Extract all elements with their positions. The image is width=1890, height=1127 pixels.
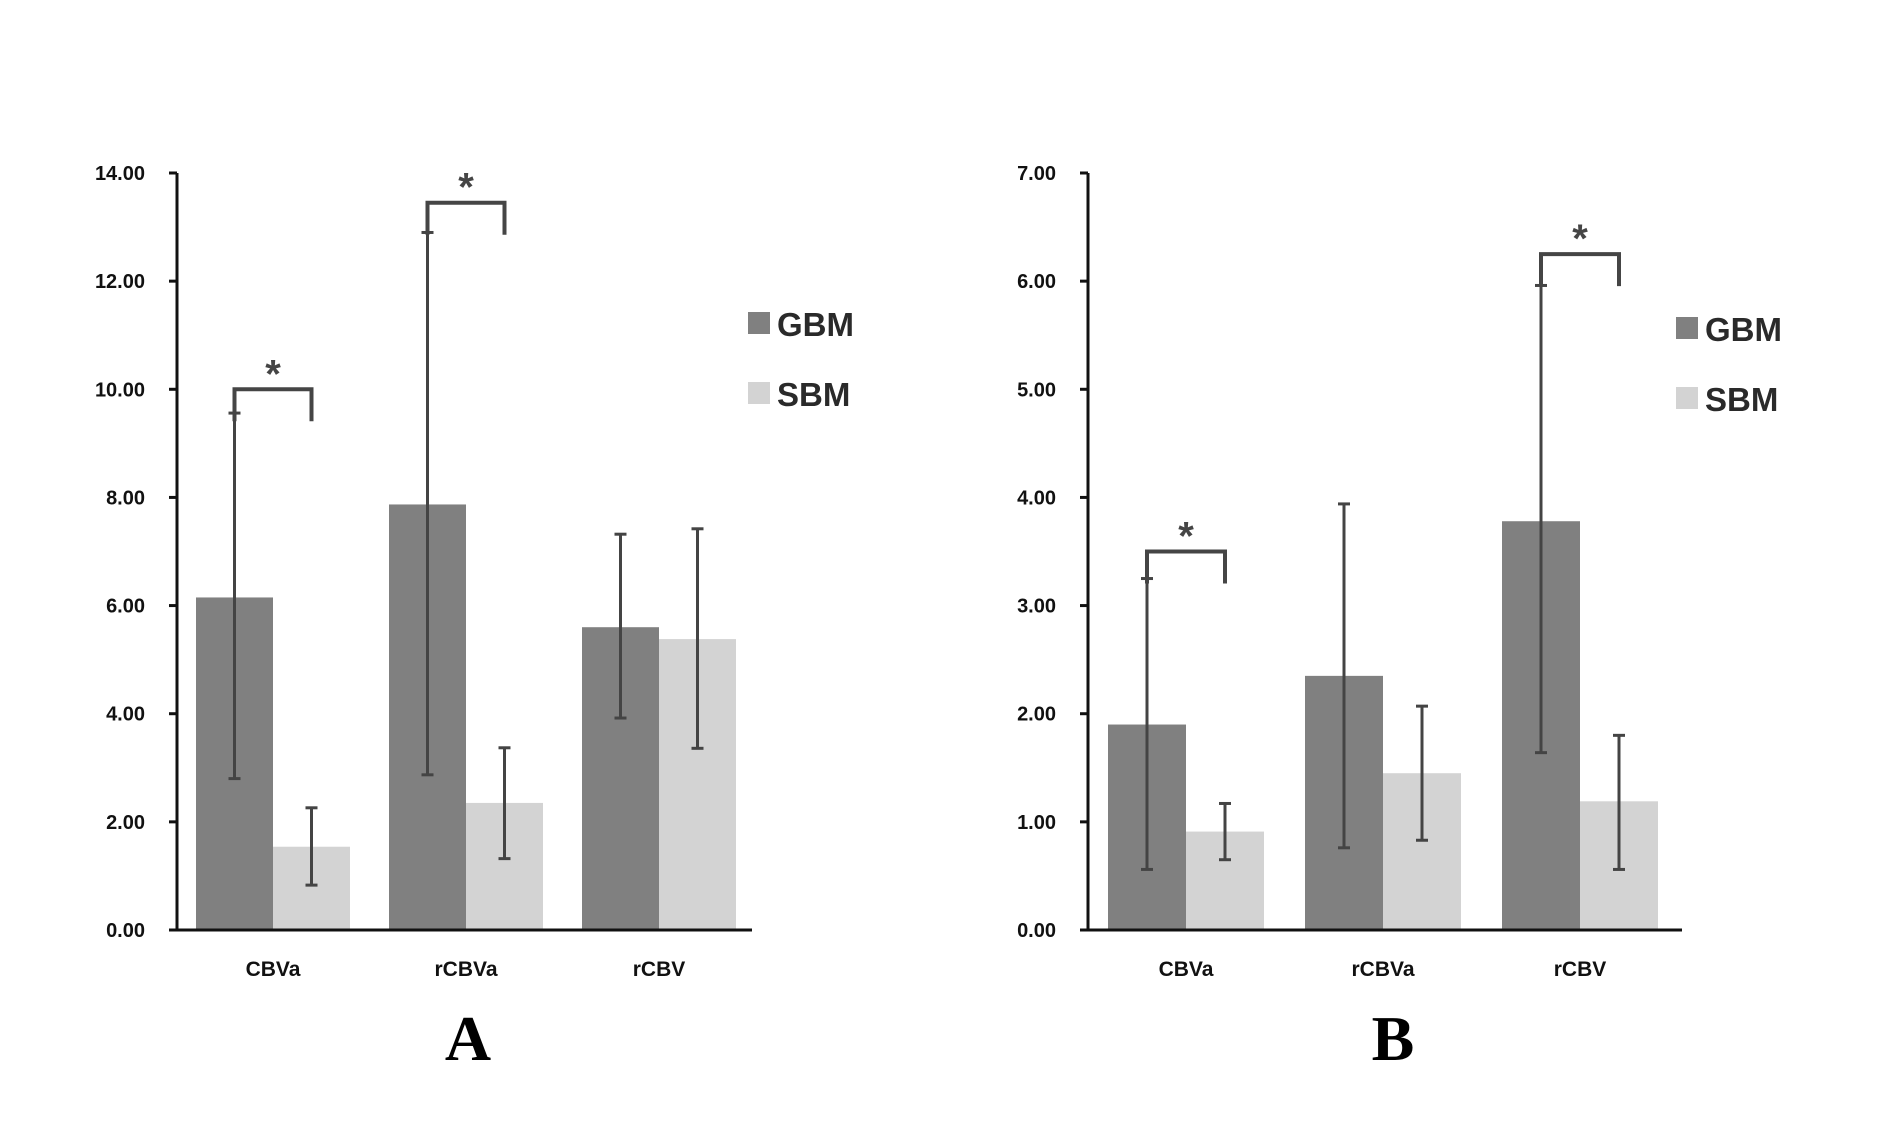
panel-a-y-tick-label: 6.00 [106,596,145,618]
panel-b-legend-item-sbm: SBM [1676,381,1778,418]
panel-a-errorbar-sbm-cbva [305,806,318,887]
panel-b-legend-label-sbm: SBM [1705,381,1778,418]
panel-b-significance-cbva: * [1145,515,1227,584]
panel-a-y-tick-label: 8.00 [106,487,145,509]
panel-b-y-tick-label: 6.00 [1017,271,1056,293]
panel-b-category-label-cbva: CBVa [1159,958,1214,981]
panel-a-significance-bracket [232,387,314,422]
panel-b-significance-star: * [1178,515,1194,559]
panel-b-significance-star: * [1572,217,1588,261]
panel-a-significance-star: * [458,166,474,210]
panel-a-y-tick-label: 14.00 [95,163,145,185]
panel-b-y-tick-label: 4.00 [1017,487,1056,509]
panel-a-legend-label-gbm: GBM [777,306,854,343]
panel-b-legend-swatch-sbm [1676,387,1698,409]
panel-a-significance-star: * [265,352,281,396]
panel-a-legend-swatch-sbm [748,382,770,404]
panel-b-legend-label-gbm: GBM [1705,311,1782,348]
panel-b-category-label-rcbva: rCBVa [1351,958,1414,981]
panel-a-y-tick-label: 4.00 [106,704,145,726]
panel-b-errorbar-sbm-cbva [1219,801,1231,862]
panel-b-significance-bracket [1539,252,1621,287]
panel-a-significance-bracket [425,200,507,235]
panel-b-errorbar-gbm-rcbva [1338,502,1350,850]
panel-a-legend-swatch-gbm [748,312,770,334]
panel-a: 0.00 2.00 4.00 6.00 8.00 10.00 12.00 14.00 CBVa r… [95,163,854,1074]
panel-a-label: A [445,1003,491,1074]
panel-b-errorbar-sbm-rcbva [1416,704,1428,842]
panel-a-category-label-cbva: CBVa [246,958,301,981]
panel-a-errorbar-sbm-rcbv [691,527,704,750]
panel-b-category-label-rcbv: rCBV [1554,958,1607,981]
panel-a-category-label-rcbv: rCBV [633,958,686,981]
panel-b: 0.00 1.00 2.00 3.00 4.00 5.00 6.00 7.00 CBVa rCBV… [1017,163,1782,1074]
panel-a-category-label-rcbva: rCBVa [434,958,497,981]
panel-b-errorbar-sbm-rcbv [1613,733,1625,871]
panel-b-label: B [1372,1003,1415,1074]
panel-a-errorbar-sbm-rcbva [498,746,511,861]
panel-b-y-tick-label: 3.00 [1017,596,1056,618]
panel-a-legend-item-gbm: GBM [748,306,854,343]
panel-b-y-tick-label: 2.00 [1017,704,1056,726]
panel-b-legend-item-gbm: GBM [1676,311,1782,348]
panel-b-y-tick-label: 1.00 [1017,812,1056,834]
panel-a-significance-rcbva: * [425,166,507,235]
panel-b-y-tick-label: 5.00 [1017,379,1056,401]
panel-a-y-tick-label: 2.00 [106,812,145,834]
panel-b-legend-swatch-gbm [1676,317,1698,339]
panel-b-significance-bracket [1145,549,1227,584]
panel-a-y-tick-label: 0.00 [106,920,145,942]
panel-a-legend-item-sbm: SBM [748,376,850,413]
panel-a-y-tick-label: 12.00 [95,271,145,293]
panel-b-y-tick-label: 0.00 [1017,920,1056,942]
panel-a-y-tick-label: 10.00 [95,379,145,401]
panel-a-significance-cbva: * [232,352,314,422]
panel-a-legend-label-sbm: SBM [777,376,850,413]
panel-b-y-tick-label: 7.00 [1017,163,1056,185]
panel-b-significance-rcbv: * [1539,217,1621,287]
panel-a-errorbar-gbm-rcbv [614,532,627,720]
